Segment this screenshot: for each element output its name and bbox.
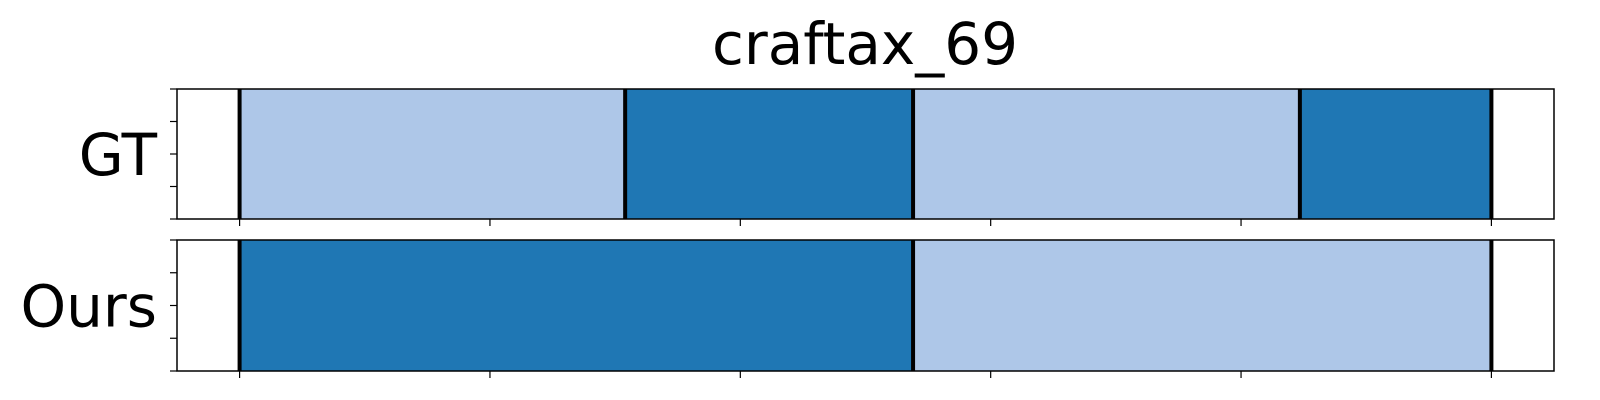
segment-ours-1 <box>913 240 1492 371</box>
row-ours: Ours <box>21 239 1555 378</box>
chart-title: craftax_69 <box>712 10 1018 78</box>
segment-gt-2 <box>913 89 1300 219</box>
row-label-ours: Ours <box>21 273 157 341</box>
segment-ours-0 <box>239 240 914 371</box>
segment-gt-1 <box>625 89 914 219</box>
segment-gt-0 <box>239 89 626 219</box>
row-label-gt: GT <box>79 121 158 189</box>
segment-gt-3 <box>1299 89 1492 219</box>
rows-layer: GT Ours <box>21 88 1555 378</box>
row-gt: GT <box>79 88 1555 226</box>
